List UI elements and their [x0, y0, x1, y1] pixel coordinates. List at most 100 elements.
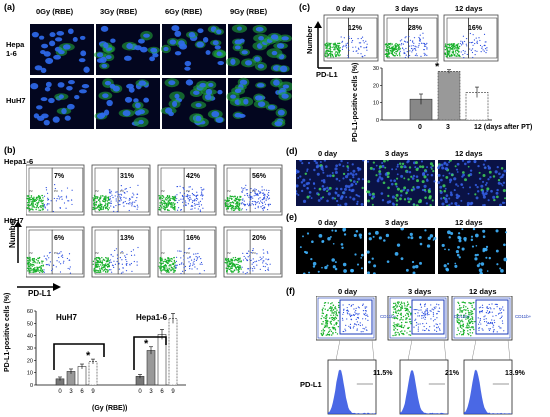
panel-e-tissue-images [296, 228, 508, 274]
panel-e-time-2: 12 days [455, 218, 483, 227]
panel-b-xtick: 6 [80, 389, 84, 395]
panel-d-time-0: 0 day [318, 149, 338, 158]
panel-b-bar [168, 318, 178, 386]
panel-c-xtick: 12 (days after PT) [474, 124, 532, 131]
panel-f-time-2: 12 days [469, 287, 497, 296]
svg-text:P3: P3 [186, 189, 190, 193]
panel-f-pct-2: 13.9% [505, 370, 525, 377]
panel-b-chart-xlabel: (Gy (RBE)) [92, 405, 128, 412]
panel-b-ytick: 0 [30, 383, 33, 389]
panel-c-time-2: 12 days [455, 4, 483, 13]
panel-a-col-1: 3Gy (RBE) [100, 7, 138, 16]
svg-text:P2: P2 [227, 189, 231, 193]
panel-b-ytick: 40 [27, 334, 33, 340]
panel-c-time-1: 3 days [395, 4, 419, 13]
panel-b-pct: 13% [120, 235, 135, 242]
panel-f-gate-0: CD11b+ [380, 314, 397, 319]
panel-c-chart-ylabel: PD-L1-positive cells (%) [352, 62, 359, 142]
panel-c-bar-chart: 0 10 20 30 0 3 12 (days after PT) * [373, 61, 532, 131]
panel-e-label: (e) [286, 212, 297, 222]
svg-text:P3: P3 [252, 189, 256, 193]
panel-b-ytick: 10 [27, 371, 33, 377]
panel-a-label: (a) [4, 2, 15, 12]
panel-b-pct: 56% [252, 173, 267, 180]
svg-text:P2: P2 [95, 189, 99, 193]
panel-c-ytick: 0 [376, 118, 379, 124]
panel-b-ytick: 30 [27, 346, 33, 352]
panel-b-axis-x: PD-L1 [28, 289, 52, 298]
panel-a-row-hepa: Hepa 1-6 [6, 40, 25, 58]
panel-c-xtick: 0 [418, 124, 422, 131]
panel-b-flow-plots: P2 P3 P2 P3 P2 P3 P2 P3 P2 P3 P2 P3 P2 P3 P2 P3 7% 31% 42%… [26, 164, 283, 278]
svg-text:P3: P3 [120, 251, 124, 255]
panel-e-time-0: 0 day [318, 218, 338, 227]
panel-c-ytick: 20 [373, 83, 379, 89]
panel-a-row-huh7: HuH7 [6, 96, 26, 105]
panel-f-time-0: 0 day [338, 287, 358, 296]
panel-b-xtick: 0 [138, 389, 142, 395]
panel-b-label: (b) [4, 145, 16, 155]
panel-c-ytick: 30 [373, 66, 379, 72]
panel-b-xtick: 9 [171, 389, 175, 395]
svg-text:P2: P2 [29, 251, 33, 255]
panel-d-time-2: 12 days [455, 149, 483, 158]
panel-b-bar-chart: 0 10 20 30 40 50 60 0 3 6 9 0 3 6 9 * * [27, 309, 186, 395]
panel-f-flow-panels [316, 296, 513, 415]
panel-c-bar [437, 71, 461, 121]
svg-text:P3: P3 [252, 251, 256, 255]
panel-b-chart-ylabel: PD-L1-positive cells (%) [4, 292, 11, 372]
panel-b-ytick: 50 [27, 321, 33, 327]
panel-b-pct: 7% [54, 173, 65, 180]
svg-text:P2: P2 [227, 251, 231, 255]
panel-a-col-0: 0Gy (RBE) [36, 7, 74, 16]
panel-b-pct: 42% [186, 173, 201, 180]
svg-text:P3: P3 [186, 251, 190, 255]
panel-f-pct-1: 21% [445, 370, 460, 377]
panel-b-bar [77, 366, 87, 386]
svg-text:P2: P2 [161, 251, 165, 255]
panel-f-gate-2: CD11b+ [515, 314, 532, 319]
panel-c-time-0: 0 day [336, 4, 356, 13]
panel-a-col-3: 9Gy (RBE) [230, 7, 268, 16]
panel-b-axis-arrow-x [17, 278, 61, 291]
panel-c-pct: 28% [408, 25, 423, 32]
panel-f-gate-1: CD11b+ [454, 314, 471, 319]
svg-text:P3: P3 [54, 251, 58, 255]
panel-b-xtick: 3 [149, 389, 153, 395]
svg-text:P2: P2 [161, 189, 165, 193]
panel-b-xtick: 9 [91, 389, 95, 395]
panel-d-label: (d) [286, 146, 298, 156]
svg-text:P2: P2 [95, 251, 99, 255]
panel-b-ytick: 20 [27, 358, 33, 364]
panel-c-label: (c) [299, 2, 310, 12]
panel-c-pct: 16% [468, 25, 483, 32]
panel-b-row-hepa: Hepa1-6 [4, 157, 34, 166]
panel-c-pct: 12% [348, 25, 363, 32]
panel-c-ytick: 10 [373, 101, 379, 107]
panel-b-axis-arrow-y [4, 221, 22, 265]
panel-c-axes-arrows [314, 21, 332, 69]
panel-b-xtick: 0 [58, 389, 62, 395]
panel-b-chart-group-huh7: HuH7 [56, 313, 77, 322]
svg-text:P3: P3 [54, 189, 58, 193]
panel-f-pct-0: 11.5% [373, 370, 393, 377]
panel-b-bar [157, 334, 167, 386]
panel-b-bar [88, 361, 98, 386]
panel-b-pct: 16% [186, 235, 201, 242]
panel-f-histogram [328, 369, 376, 414]
panel-c-axis-x: PD-L1 [316, 70, 338, 79]
panel-b-pct: 20% [252, 235, 267, 242]
panel-e-time-1: 3 days [385, 218, 409, 227]
svg-text:P2: P2 [29, 189, 33, 193]
panel-b-bar [146, 350, 156, 386]
panel-d-tissue-images [296, 160, 507, 206]
panel-c-flow-plots: 12% 28% 16% [323, 14, 499, 62]
panel-a-micrographs [30, 24, 292, 129]
panel-b-xtick: 3 [69, 389, 73, 395]
panel-f-label: (f) [286, 286, 295, 296]
panel-c-xtick: 3 [446, 124, 450, 131]
panel-b-row-huh7: HuH7 [4, 216, 24, 225]
panel-b-pct: 31% [120, 173, 135, 180]
svg-text:P3: P3 [120, 189, 124, 193]
panel-b-xtick: 6 [160, 389, 164, 395]
